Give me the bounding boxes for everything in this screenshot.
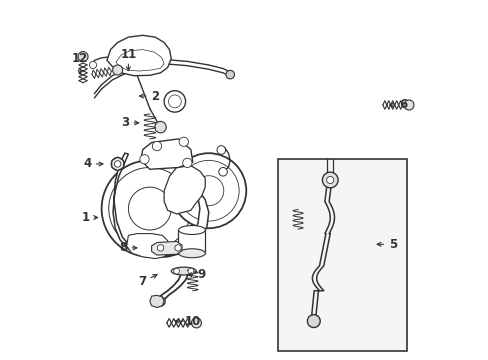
Circle shape [108, 167, 190, 249]
Polygon shape [116, 50, 164, 71]
Circle shape [326, 176, 333, 184]
Ellipse shape [171, 267, 196, 275]
Ellipse shape [178, 249, 205, 258]
Circle shape [175, 245, 181, 251]
Circle shape [114, 161, 121, 167]
Circle shape [188, 268, 193, 274]
Circle shape [140, 155, 149, 164]
Circle shape [164, 91, 185, 112]
Ellipse shape [178, 226, 205, 234]
Polygon shape [107, 35, 171, 76]
Text: 11: 11 [120, 49, 136, 62]
Circle shape [322, 172, 337, 188]
Bar [278, 158, 406, 351]
Circle shape [183, 158, 192, 167]
Text: 3: 3 [121, 116, 129, 129]
Circle shape [225, 70, 234, 79]
Circle shape [157, 245, 163, 251]
Polygon shape [151, 242, 182, 255]
Circle shape [173, 268, 179, 274]
Circle shape [128, 187, 171, 230]
Text: 4: 4 [83, 157, 91, 170]
Circle shape [112, 65, 122, 75]
Circle shape [217, 146, 225, 154]
Circle shape [156, 297, 165, 306]
Text: 2: 2 [151, 90, 159, 103]
Circle shape [102, 160, 198, 257]
Circle shape [307, 315, 320, 328]
Circle shape [403, 100, 413, 110]
Bar [178, 230, 205, 253]
Circle shape [152, 141, 162, 151]
Circle shape [179, 137, 188, 147]
Circle shape [178, 160, 239, 221]
Circle shape [218, 167, 227, 176]
Circle shape [171, 153, 246, 228]
Polygon shape [113, 153, 208, 257]
Circle shape [111, 157, 124, 170]
Circle shape [191, 318, 201, 328]
Polygon shape [164, 166, 205, 214]
Polygon shape [141, 139, 192, 169]
Text: 10: 10 [184, 315, 201, 328]
Circle shape [78, 51, 88, 62]
Text: 7: 7 [138, 275, 146, 288]
Text: 8: 8 [119, 241, 127, 255]
Text: 12: 12 [72, 52, 88, 65]
Text: 6: 6 [399, 99, 407, 112]
Polygon shape [149, 296, 164, 307]
Text: 5: 5 [388, 238, 396, 251]
Circle shape [168, 95, 181, 108]
Polygon shape [126, 234, 169, 258]
Text: 1: 1 [81, 211, 89, 224]
Circle shape [193, 176, 224, 206]
Circle shape [155, 121, 166, 133]
Circle shape [89, 62, 97, 68]
Text: 9: 9 [197, 268, 205, 281]
